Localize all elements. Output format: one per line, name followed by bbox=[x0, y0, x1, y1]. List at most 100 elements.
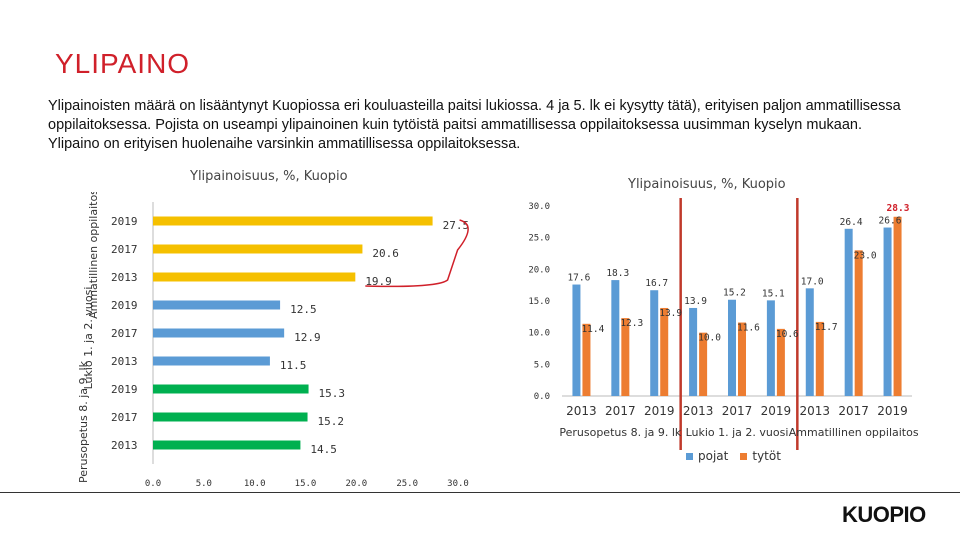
legend-item-pojat: pojat bbox=[686, 449, 728, 463]
category-label: 2013 bbox=[111, 355, 138, 368]
y-tick-label: 25.0 bbox=[528, 234, 550, 244]
bar-pojat bbox=[728, 299, 736, 396]
data-label: 15.2 bbox=[318, 415, 345, 428]
y-tick-label: 15.0 bbox=[528, 297, 550, 307]
data-label-pojat: 26.4 bbox=[840, 217, 863, 228]
page-title: YLIPAINO bbox=[55, 48, 191, 79]
data-label-tytot: 12.3 bbox=[620, 318, 643, 329]
bar bbox=[153, 412, 308, 422]
right-chart-title: Ylipainoisuus, %, Kuopio bbox=[628, 177, 786, 192]
bar bbox=[153, 356, 270, 366]
legend-item-tytot: tytöt bbox=[740, 449, 781, 463]
group-label: Lukio 1. ja 2. vuosi bbox=[686, 426, 789, 439]
bar-tytot bbox=[621, 318, 630, 396]
data-label-tytot: 11.4 bbox=[581, 324, 604, 335]
legend-label-pojat: pojat bbox=[698, 449, 729, 463]
x-tick-label: 30.0 bbox=[447, 479, 469, 489]
category-label: 2017 bbox=[111, 327, 138, 340]
right-chart-legend: pojat tytöt bbox=[686, 449, 781, 463]
data-label-pojat: 18.3 bbox=[606, 268, 629, 279]
y-tick-label: 20.0 bbox=[528, 265, 550, 275]
data-label-pojat: 15.1 bbox=[762, 288, 785, 299]
bar-pojat bbox=[650, 290, 659, 396]
x-tick-label: 2017 bbox=[605, 404, 636, 418]
category-label: 2019 bbox=[111, 383, 138, 396]
category-label: 2019 bbox=[111, 299, 138, 312]
x-tick-label: 20.0 bbox=[345, 479, 367, 489]
bar-tytot bbox=[582, 323, 591, 396]
intro-text: Ylipainoisten määrä on lisääntynyt Kuopi… bbox=[48, 98, 901, 152]
bar-tytot bbox=[738, 322, 746, 396]
x-tick-label: 2019 bbox=[877, 404, 908, 418]
group-label: Ammatillinen oppilaitos bbox=[87, 192, 100, 319]
data-label: 11.5 bbox=[280, 359, 307, 372]
bar bbox=[153, 244, 363, 254]
bar-pojat bbox=[805, 288, 814, 396]
group-label: Lukio 1. ja 2. vuosi bbox=[82, 287, 95, 390]
data-label: 27.5 bbox=[443, 219, 470, 232]
data-label-tytot: 11.6 bbox=[737, 323, 760, 334]
data-label-tytot: 10.0 bbox=[698, 333, 721, 344]
legend-label-tytot: tytöt bbox=[752, 449, 781, 463]
legend-swatch-tytot bbox=[740, 453, 748, 460]
bar-tytot bbox=[699, 332, 708, 396]
bar-pojat bbox=[844, 228, 853, 396]
category-label: 2013 bbox=[111, 439, 138, 452]
kuopio-logo: KUOPIO bbox=[842, 502, 926, 527]
callout-outline bbox=[365, 219, 469, 288]
x-tick-label: 2019 bbox=[761, 404, 792, 418]
category-label: 2013 bbox=[111, 271, 138, 284]
data-label-pojat: 17.6 bbox=[567, 273, 590, 284]
data-label-tytot: 23.0 bbox=[854, 250, 877, 261]
y-tick-label: 10.0 bbox=[528, 329, 550, 339]
bar bbox=[153, 440, 301, 450]
x-tick-label: 5.0 bbox=[196, 479, 212, 489]
bar-tytot bbox=[854, 250, 863, 396]
data-label-pojat: 16.7 bbox=[645, 278, 668, 289]
data-label: 14.5 bbox=[310, 443, 337, 456]
x-tick-label: 0.0 bbox=[145, 479, 161, 489]
right-chart: 0.0 5.0 10.0 15.0 20.0 25.0 30.0 17.6 11.4 2013 18… bbox=[528, 198, 919, 450]
y-tick-label: 5.0 bbox=[534, 360, 550, 370]
x-tick-label: 2013 bbox=[683, 404, 714, 418]
data-label-pojat: 26.6 bbox=[879, 216, 902, 227]
data-label-pojat: 17.0 bbox=[801, 276, 824, 287]
group-label: Perusopetus 8. ja 9. lk bbox=[77, 360, 90, 483]
data-label-tytot: 13.9 bbox=[659, 308, 682, 319]
bar-pojat bbox=[572, 284, 581, 396]
data-label: 12.5 bbox=[290, 303, 317, 316]
footer-divider bbox=[0, 492, 960, 493]
legend-swatch-pojat bbox=[686, 453, 693, 460]
x-tick-label: 10.0 bbox=[244, 479, 266, 489]
group-label: Ammatillinen oppilaitos bbox=[789, 426, 919, 439]
bar bbox=[153, 272, 356, 282]
bar-pojat bbox=[766, 300, 775, 396]
x-tick-label: 15.0 bbox=[295, 479, 317, 489]
category-label: 2017 bbox=[111, 243, 138, 256]
bar-tytot bbox=[776, 328, 785, 396]
x-tick-label: 25.0 bbox=[396, 479, 418, 489]
bar-pojat bbox=[611, 280, 620, 396]
y-tick-label: 30.0 bbox=[528, 202, 550, 212]
data-label-pojat: 15.2 bbox=[723, 288, 746, 299]
x-tick-label: 2017 bbox=[838, 404, 869, 418]
x-tick-label: 2013 bbox=[800, 404, 831, 418]
data-label: 19.9 bbox=[365, 275, 392, 288]
bar bbox=[153, 300, 281, 310]
x-tick-label: 2017 bbox=[722, 404, 753, 418]
bar-tytot bbox=[815, 321, 824, 396]
data-label-pojat: 13.9 bbox=[684, 296, 707, 307]
bar bbox=[153, 328, 285, 338]
group-label: Perusopetus 8. ja 9. lk bbox=[559, 426, 682, 439]
x-tick-label: 2019 bbox=[644, 404, 675, 418]
y-tick-label: 0.0 bbox=[534, 392, 550, 402]
x-tick-label: 2013 bbox=[566, 404, 597, 418]
data-label: 15.3 bbox=[319, 387, 346, 400]
bar-tytot bbox=[660, 307, 669, 396]
bar-pojat bbox=[883, 227, 892, 396]
bar bbox=[153, 216, 433, 226]
bar-pojat bbox=[689, 307, 698, 396]
data-label: 20.6 bbox=[372, 247, 399, 260]
data-label: 12.9 bbox=[294, 331, 321, 344]
